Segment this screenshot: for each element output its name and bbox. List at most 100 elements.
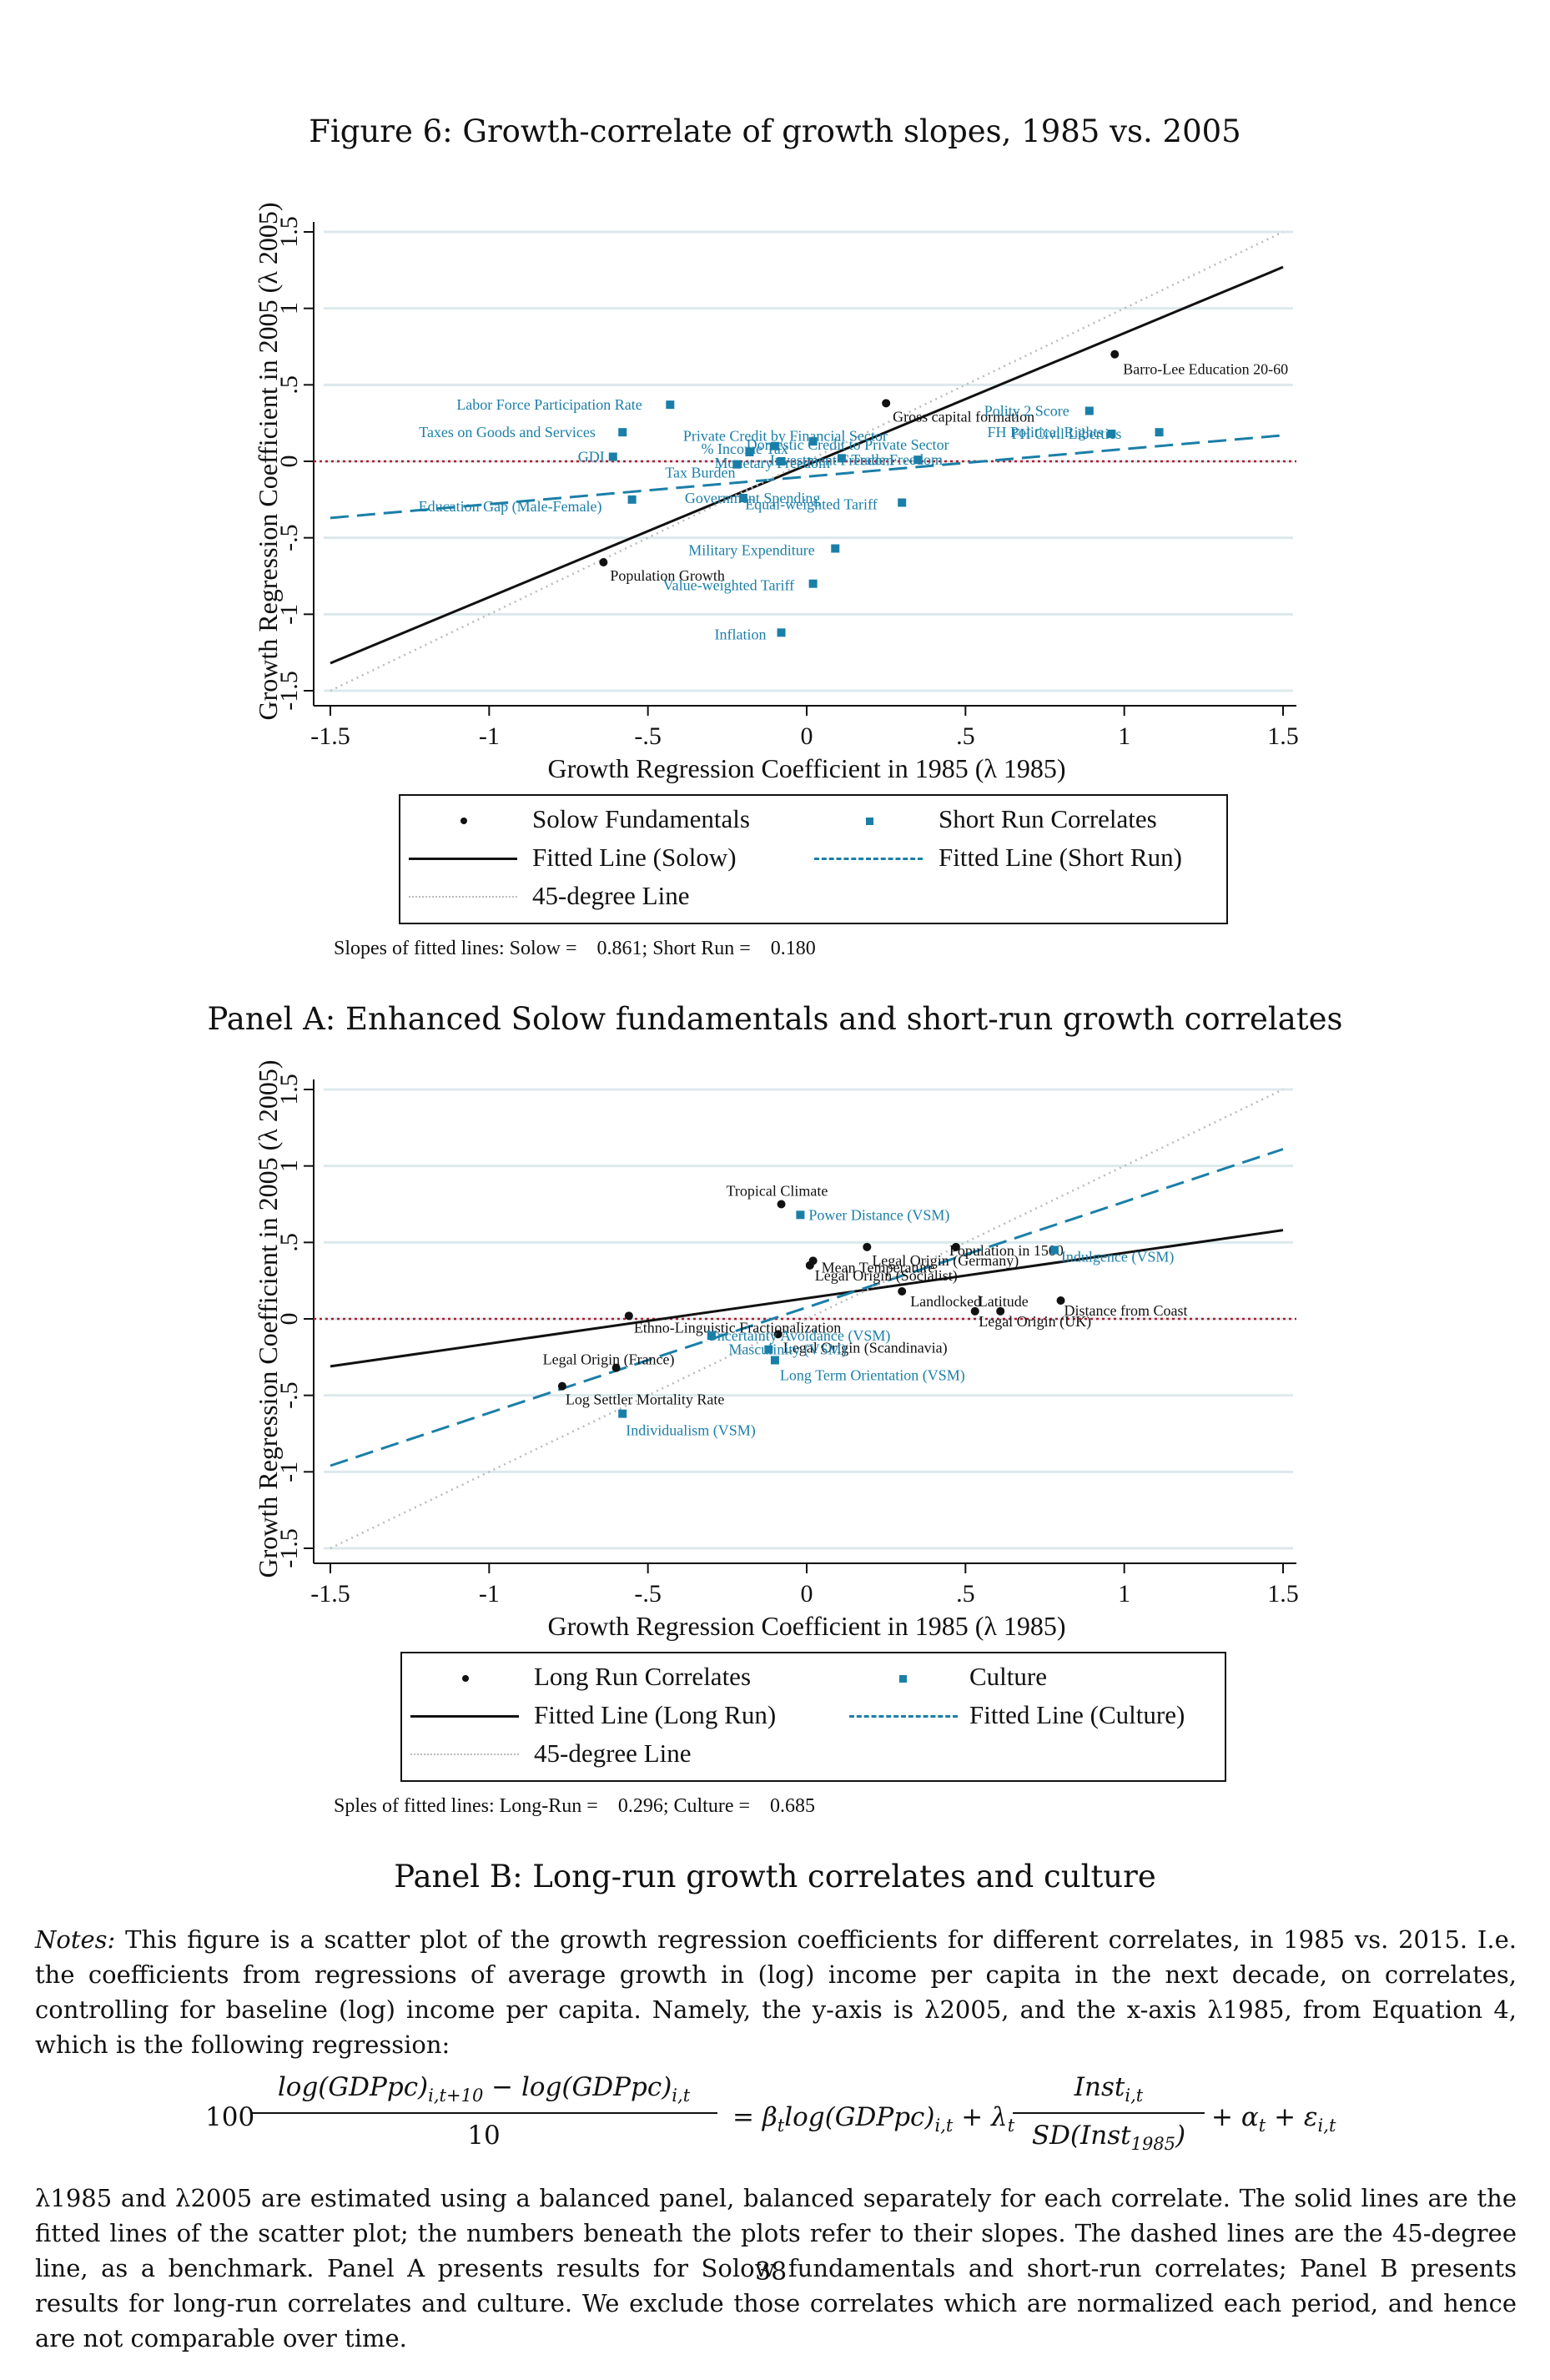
eq-rhs-tail: + αt + εi,t	[1211, 2102, 1336, 2136]
panel-b-caption: Panel B: Long-run growth correlates and …	[394, 1859, 1156, 1894]
inflation-label: Inflation	[715, 626, 767, 642]
dashed-line-icon	[814, 858, 923, 860]
legal-origin-socialist-label: Legal Origin (Socialist)	[815, 1267, 958, 1285]
eq-num-left-sub: i,t+10	[428, 2086, 484, 2106]
legend-45-degree: 45-degree Line	[532, 881, 690, 910]
dotted-line-icon	[409, 896, 517, 898]
power-distance-vsm-point	[796, 1210, 805, 1220]
fitted-line-culture-line	[330, 1148, 1284, 1467]
dashed-line-icon	[849, 1715, 958, 1718]
eq-numerator-1: log(GDPpc)i,t+10 − log(GDPpc)i,t	[250, 2072, 717, 2106]
eq-denominator-1: 10	[467, 2121, 501, 2151]
fh-civil-liberties-point	[1107, 430, 1116, 438]
eq-coef: 100	[205, 2102, 255, 2132]
tropical-climate-label: Tropical Climate	[727, 1183, 828, 1200]
fitted-line-long-run-line	[330, 1229, 1284, 1368]
panel-b-legend: Long Run Correlates Culture Fitted Line …	[400, 1652, 1226, 1782]
y-tick-label: -1.5	[275, 671, 303, 711]
y-axis-title: Growth Regression Coefficient in 2005 (λ…	[253, 202, 283, 720]
panel-a-caption: Panel A: Enhanced Solow fundamentals and…	[207, 1001, 1343, 1037]
notes-paragraph-2: λ1985 and λ2005 are estimated using a ba…	[35, 2184, 1517, 2352]
y-tick-label: -.5	[275, 524, 303, 551]
y-tick-label: -.5	[275, 1381, 303, 1409]
figure-title: Figure 6: Growth-correlate of growth slo…	[309, 113, 1241, 149]
x-tick-label: 1	[1118, 722, 1130, 750]
legend-long-run-correlates: Long Run Correlates	[534, 1662, 752, 1691]
y-tick-label: 0	[275, 455, 303, 468]
government-spending-label: Government Spending	[685, 490, 820, 506]
labor-force-participation-rate-label: Labor Force Participation Rate	[456, 396, 642, 413]
regression-equation: 100 log(GDPpc)i,t+10 − log(GDPpc)i,t 10 …	[0, 2069, 1550, 2161]
x-tick-label: -.5	[634, 1580, 662, 1608]
uncertainty-avoidance-vsm-label: Uncertainty Avoidance (VSM)	[707, 1327, 891, 1345]
distance-from-coast-point	[1056, 1296, 1065, 1305]
eq-frac2-den: SD(Inst	[1031, 2121, 1131, 2151]
eq-rhs-5: + ε	[1266, 2102, 1318, 2132]
equal-weighted-tariff-label: Equal-weighted Tariff	[745, 496, 878, 513]
investment-freedom-label: Investment Freedom	[770, 451, 893, 468]
trade-freedom-point	[913, 455, 923, 465]
taxes-on-goods-and-services-label: Taxes on Goods and Services	[419, 424, 596, 440]
y-tick-label: 1.5	[275, 1074, 303, 1105]
gross-capital-formation-label: Gross capital formation	[893, 408, 1034, 425]
x-tick-label: -1.5	[310, 722, 350, 750]
page-number: 38	[755, 2257, 788, 2287]
x-tick-label: 1.5	[1267, 722, 1299, 750]
solid-line-icon	[410, 1715, 519, 1718]
x-tick-label: -.5	[634, 722, 662, 750]
legend-fitted-solow: Fitted Line (Solow)	[532, 843, 737, 872]
monetary-freedom-label: Monetary Freedom	[715, 455, 830, 471]
mean-temperature-label: Mean Temperature	[822, 1259, 935, 1276]
long-term-orientation-vsm-label: Long Term Orientation (VSM)	[780, 1367, 965, 1385]
polity-2-score-point	[1084, 406, 1094, 415]
eq-denominator-2: SD(Inst1985)	[1013, 2121, 1205, 2154]
45-degree-line-line	[330, 1088, 1284, 1550]
polity-2-score-label: Polity 2 Score	[984, 403, 1069, 420]
labor-force-participation-rate-point	[666, 400, 675, 410]
y-tick-label: -1.5	[275, 1528, 303, 1568]
x-tick-label: 1.5	[1267, 1580, 1299, 1608]
y-tick-label: 1.5	[275, 216, 303, 248]
inflation-point	[777, 628, 786, 637]
private-credit-by-financial-sector-point	[770, 441, 779, 450]
legal-origin-scandinavia-point	[773, 1330, 783, 1339]
eq-rhs-2-sub: i,t	[934, 2116, 954, 2136]
y-tick-label: -1	[275, 1462, 303, 1482]
barro-lee-education-20-60-point	[1110, 350, 1120, 359]
x-tick-label: 0	[801, 722, 813, 750]
fh-civil-liberties-label: FH Civil Liberties	[1011, 425, 1121, 442]
panel-b-slopes: Sples of fitted lines: Long-Run = 0.296;…	[334, 1795, 816, 1817]
legal-origin-scandinavia-label: Legal Origin (Scandinavia)	[783, 1339, 948, 1356]
legal-origin-germany-label: Legal Origin (Germany)	[872, 1252, 1019, 1270]
tax-burden-point	[732, 460, 742, 469]
x-axis-title: Growth Regression Coefficient in 1985 (λ…	[547, 753, 1065, 783]
legend-short-run-correlates: Short Run Correlates	[939, 804, 1157, 833]
population-growth-label: Population Growth	[610, 567, 725, 584]
legal-origin-france-point	[611, 1363, 621, 1372]
notes-paragraph-1: Notes: This figure is a scatter plot of …	[35, 1922, 1517, 2062]
military-expenditure-label: Military Expenditure	[688, 542, 814, 559]
investment-freedom-point	[837, 454, 846, 463]
value-weighted-tariff-point	[808, 579, 818, 588]
population-in-1500-point	[951, 1242, 960, 1251]
military-expenditure-point	[831, 544, 840, 553]
notes-lead: Notes:	[35, 1925, 116, 1954]
y-tick-label: 1	[275, 1160, 303, 1172]
individualism-vsm-point	[618, 1409, 627, 1418]
legal-origin-socialist-point	[805, 1260, 814, 1270]
tax-burden-label: Tax Burden	[665, 465, 735, 481]
gross-capital-formation-point	[882, 399, 891, 408]
x-axis-title: Growth Regression Coefficient in 1985 (λ…	[547, 1611, 1065, 1641]
uncertainty-avoidance-vsm-point	[707, 1331, 716, 1341]
domestic-credit-to-private-sector-label: Domestic Credit to Private Sector	[747, 436, 949, 453]
log-settler-mortality-rate-point	[557, 1381, 566, 1391]
legal-origin-uk-label: Legal Origin (UK)	[979, 1313, 1091, 1331]
gdi-label: GDI	[578, 449, 605, 465]
ethno-linguistic-fractionalization-label: Ethno-Linguistic Fractionalization	[634, 1319, 841, 1336]
equal-weighted-tariff-point	[898, 498, 907, 507]
legend-fitted-short-run: Fitted Line (Short Run)	[939, 843, 1182, 872]
eq-rhs-1-sub: t	[777, 2116, 785, 2136]
legal-origin-france-label: Legal Origin (France)	[543, 1351, 675, 1369]
